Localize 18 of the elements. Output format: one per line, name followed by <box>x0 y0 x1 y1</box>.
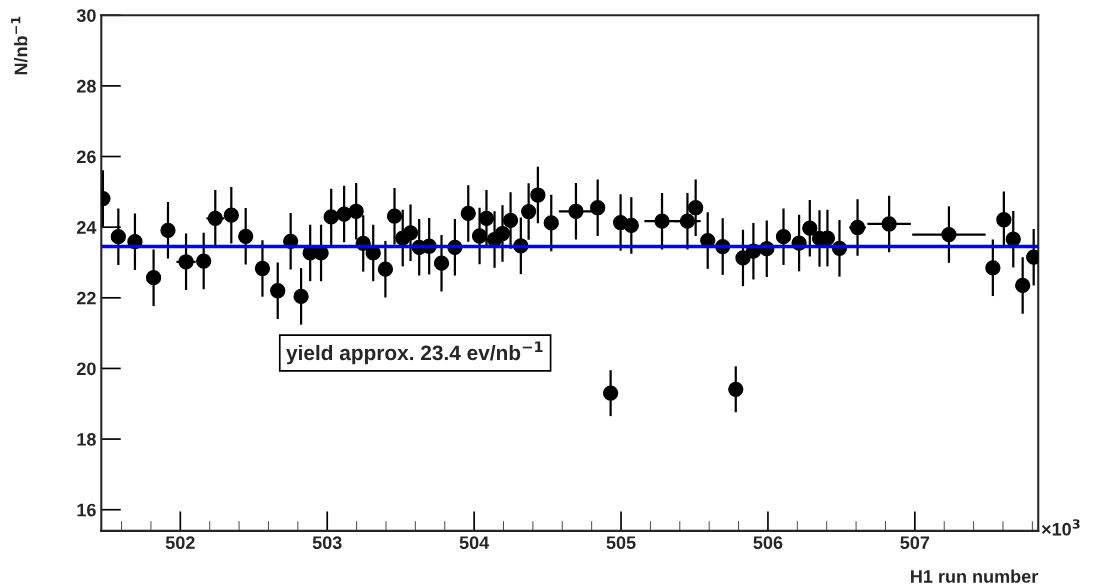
y-tick-label: 28 <box>76 79 96 93</box>
x-tick-label: 502 <box>165 536 195 550</box>
y-tick-label: 16 <box>77 503 96 517</box>
y-tick-label: 26 <box>76 150 96 164</box>
y-tick-label: 20 <box>76 362 96 376</box>
x-tick-label: 505 <box>606 536 636 550</box>
x-tick-label: 503 <box>312 536 342 550</box>
x-axis-title: H1 run number <box>911 569 1038 583</box>
y-tick-label: 22 <box>76 291 96 305</box>
annotation: yield approx. 23.4 ev/nb$^{−1}$ <box>286 341 543 365</box>
y-tick-label: 18 <box>77 433 96 446</box>
x-tick-label: 504 <box>459 536 490 550</box>
y-tick-label: 30 <box>76 9 96 22</box>
x-tick-label: 507 <box>900 536 930 550</box>
x-tick-label: 506 <box>753 536 783 550</box>
text: ×10$^{3}$ <box>1041 519 1080 536</box>
y-axis-title: N/nb$^{−1}$ <box>11 16 28 75</box>
y-tick-label: 24 <box>76 221 97 234</box>
